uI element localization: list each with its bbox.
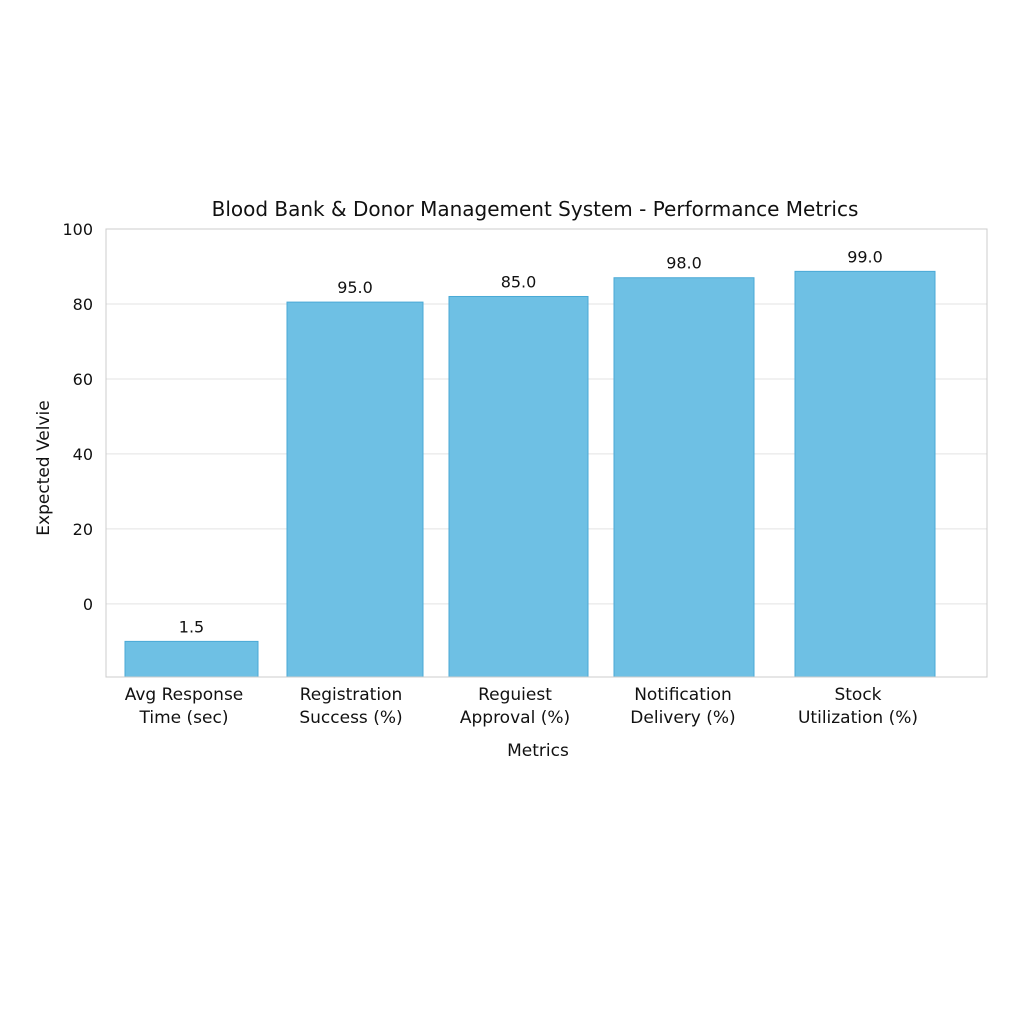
bar (613, 277, 755, 678)
x-category-label: Success (%) (299, 708, 402, 728)
y-tick-label: 100 (62, 220, 93, 239)
bar (794, 270, 936, 678)
plot-area-frame (105, 228, 988, 678)
x-category-label: Stock (834, 685, 881, 705)
x-axis-categories: Avg Response Time (sec) Registration Succes… (125, 685, 918, 728)
x-category-label: Approval (%) (460, 708, 570, 728)
x-axis-label: Metrics (507, 741, 569, 761)
y-tick-label: 60 (73, 370, 93, 389)
x-category-label: Registration (300, 685, 403, 705)
bar (286, 301, 424, 678)
x-category-label: Time (sec) (139, 708, 229, 728)
bars (124, 270, 936, 678)
bar (448, 295, 589, 678)
x-category-label: Delivery (%) (630, 708, 735, 728)
bar-value-label: 98.0 (666, 254, 702, 273)
bar-value-label: 85.0 (501, 272, 537, 291)
y-axis-label: Expected Velvie (34, 400, 54, 535)
bar (124, 640, 259, 678)
x-category-label: Avg Response (125, 685, 244, 705)
y-tick-label: 20 (73, 520, 93, 539)
bar-value-label: 99.0 (847, 247, 883, 266)
x-category-label: Utilization (%) (798, 708, 918, 728)
y-tick-label: 80 (73, 295, 93, 314)
x-category-label: Reguiest (478, 685, 552, 705)
x-category-label: Notification (634, 685, 732, 705)
data-labels: 1.5 95.0 85.0 98.0 99.0 (179, 247, 883, 636)
y-tick-label: 40 (73, 445, 93, 464)
bar-value-label: 95.0 (337, 278, 373, 297)
y-axis-ticks: 100 80 60 40 20 0 (62, 220, 93, 614)
y-tick-label: 0 (83, 595, 93, 614)
bar-value-label: 1.5 (179, 617, 204, 636)
chart-title: Blood Bank & Donor Management System - P… (212, 197, 859, 221)
